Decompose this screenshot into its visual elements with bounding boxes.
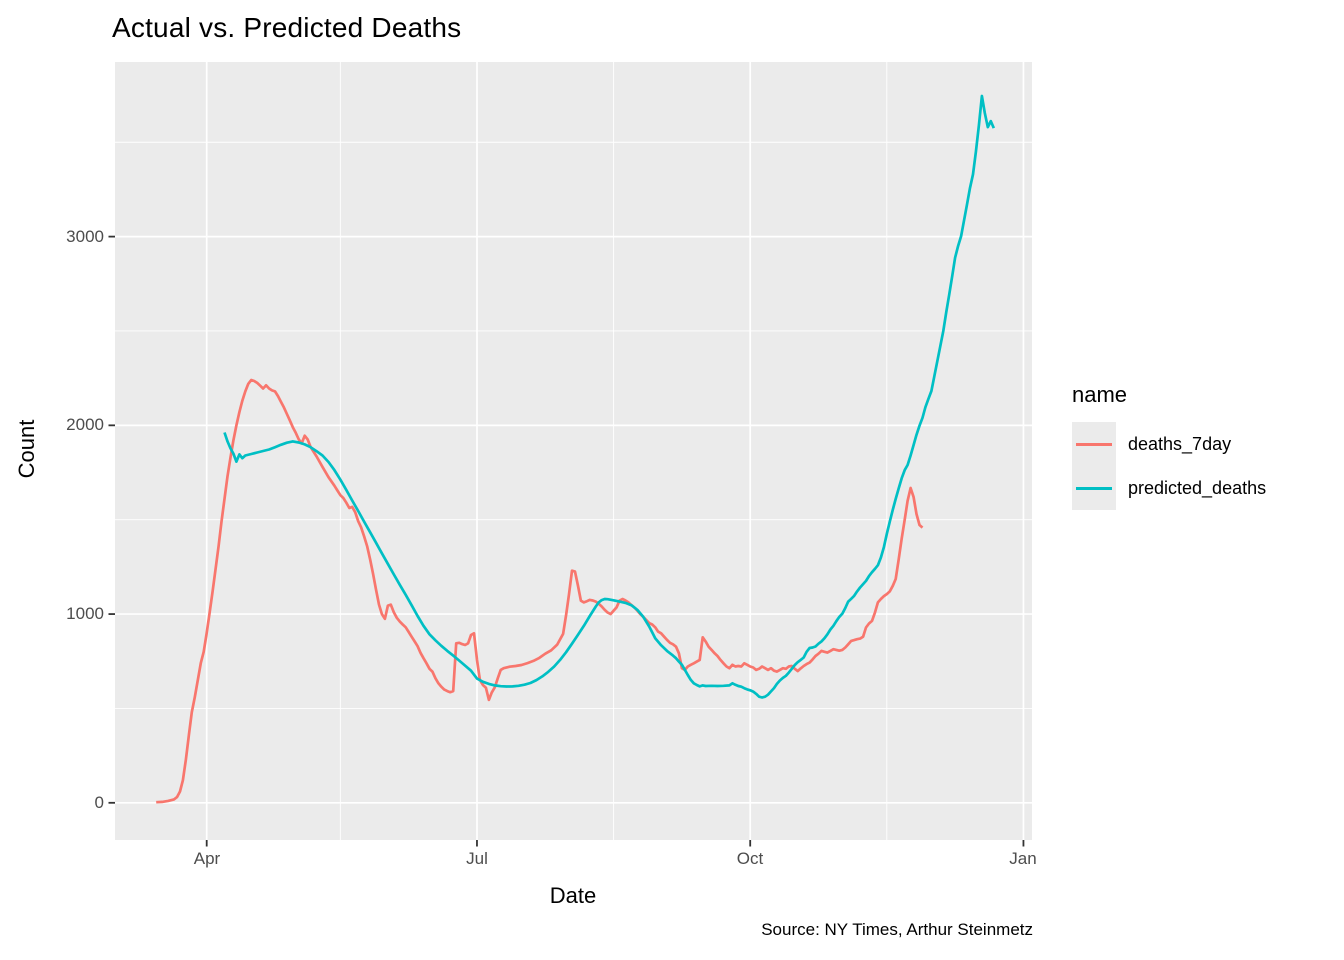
legend-line-icon [1076,486,1112,490]
x-tick-label-apr: Apr [193,849,221,868]
plot-panel [115,62,1032,840]
legend-label: predicted_deaths [1128,477,1267,498]
y-tick-label-2000: 2000 [66,415,104,434]
x-tick-label-jan: Jan [1009,849,1037,868]
y-tick-label-0: 0 [94,793,104,812]
y-tick-label-3000: 3000 [66,227,104,246]
legend-label: deaths_7day [1128,433,1232,454]
legend-item-deaths-7day: deaths_7day [1072,422,1344,466]
series-line-deaths_7day [156,378,924,804]
x-tick-label-oct: Oct [736,849,764,868]
y-axis-title: Count [14,419,39,479]
legend-title: name [1072,382,1128,407]
source-caption: Source: NY Times, Arthur Steinmetz [761,920,1033,939]
legend-key-predicted-deaths [1072,466,1116,510]
series-line-predicted_deaths [223,94,996,699]
legend-key-deaths-7day [1072,422,1116,466]
chart-title: Actual vs. Predicted Deaths [112,12,462,43]
legend-line-icon [1076,442,1112,446]
legend: name deaths_7day predicted_deaths [1072,382,1344,510]
y-tick-label-1000: 1000 [66,604,104,623]
x-axis-title: Date [549,883,597,908]
x-tick-label-jul: Jul [466,849,488,868]
legend-item-predicted-deaths: predicted_deaths [1072,466,1344,510]
